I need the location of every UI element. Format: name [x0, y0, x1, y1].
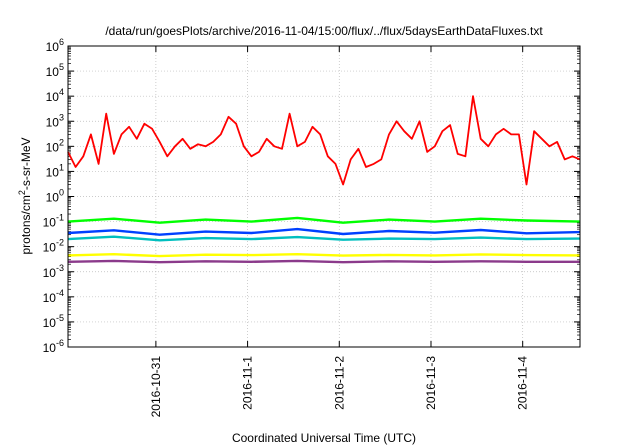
grid-layer: [68, 45, 580, 348]
y-tick-label: 10-5: [43, 313, 64, 330]
series-line-2: [67, 216, 581, 224]
chart-title: /data/run/goesPlots/archive/2016-11-04/1…: [105, 24, 543, 38]
y-tick-label: 105: [46, 62, 64, 79]
y-tick-label: 102: [46, 137, 64, 154]
x-tick-label: 2016-11-3: [424, 356, 438, 410]
y-tick-label: 106: [46, 37, 64, 54]
y-tick-label: 104: [46, 87, 64, 104]
x-axis-label: Coordinated Universal Time (UTC): [232, 431, 416, 445]
y-tick-label: 10-4: [43, 288, 64, 305]
series-layer: [67, 95, 581, 264]
series-line-1: [67, 95, 581, 186]
y-axis-label-part-1: protons/cm: [19, 195, 33, 254]
x-tick-label: 2016-11-4: [516, 356, 530, 410]
x-tick-label: 2016-10-31: [149, 356, 163, 418]
y-axis-label-part-3: -s-sr-MeV: [19, 137, 33, 190]
x-tick-label: 2016-11-2: [332, 356, 346, 410]
x-tick-label: 2016-11-1: [241, 356, 255, 410]
y-axis-label-part-2: 2: [17, 190, 27, 195]
plot-frame: [67, 45, 581, 348]
y-tick-label: 10-3: [43, 263, 64, 280]
y-tick-label: 10-1: [43, 213, 64, 230]
series-line-3: [67, 235, 581, 242]
y-tick-label: 103: [46, 112, 64, 129]
y-tick-labels: 10-6 10-5 10-4 10-3 10-2 10-1 100 101 102 103 104 1…: [43, 37, 64, 355]
y-tick-label: 10-2: [43, 238, 64, 255]
y-tick-label: 100: [46, 188, 64, 205]
series-line-6: [67, 259, 580, 264]
series-line-5: [67, 252, 581, 258]
y-tick-label: 101: [46, 162, 64, 179]
x-tick-labels: 2016-10-31 2016-11-1 2016-11-2 2016-11-3 201…: [149, 356, 530, 418]
y-tick-label: 10-6: [43, 338, 64, 355]
y-axis-label: protons/cm2-s-sr-MeV: [17, 137, 33, 254]
series-line-4: [67, 227, 581, 236]
